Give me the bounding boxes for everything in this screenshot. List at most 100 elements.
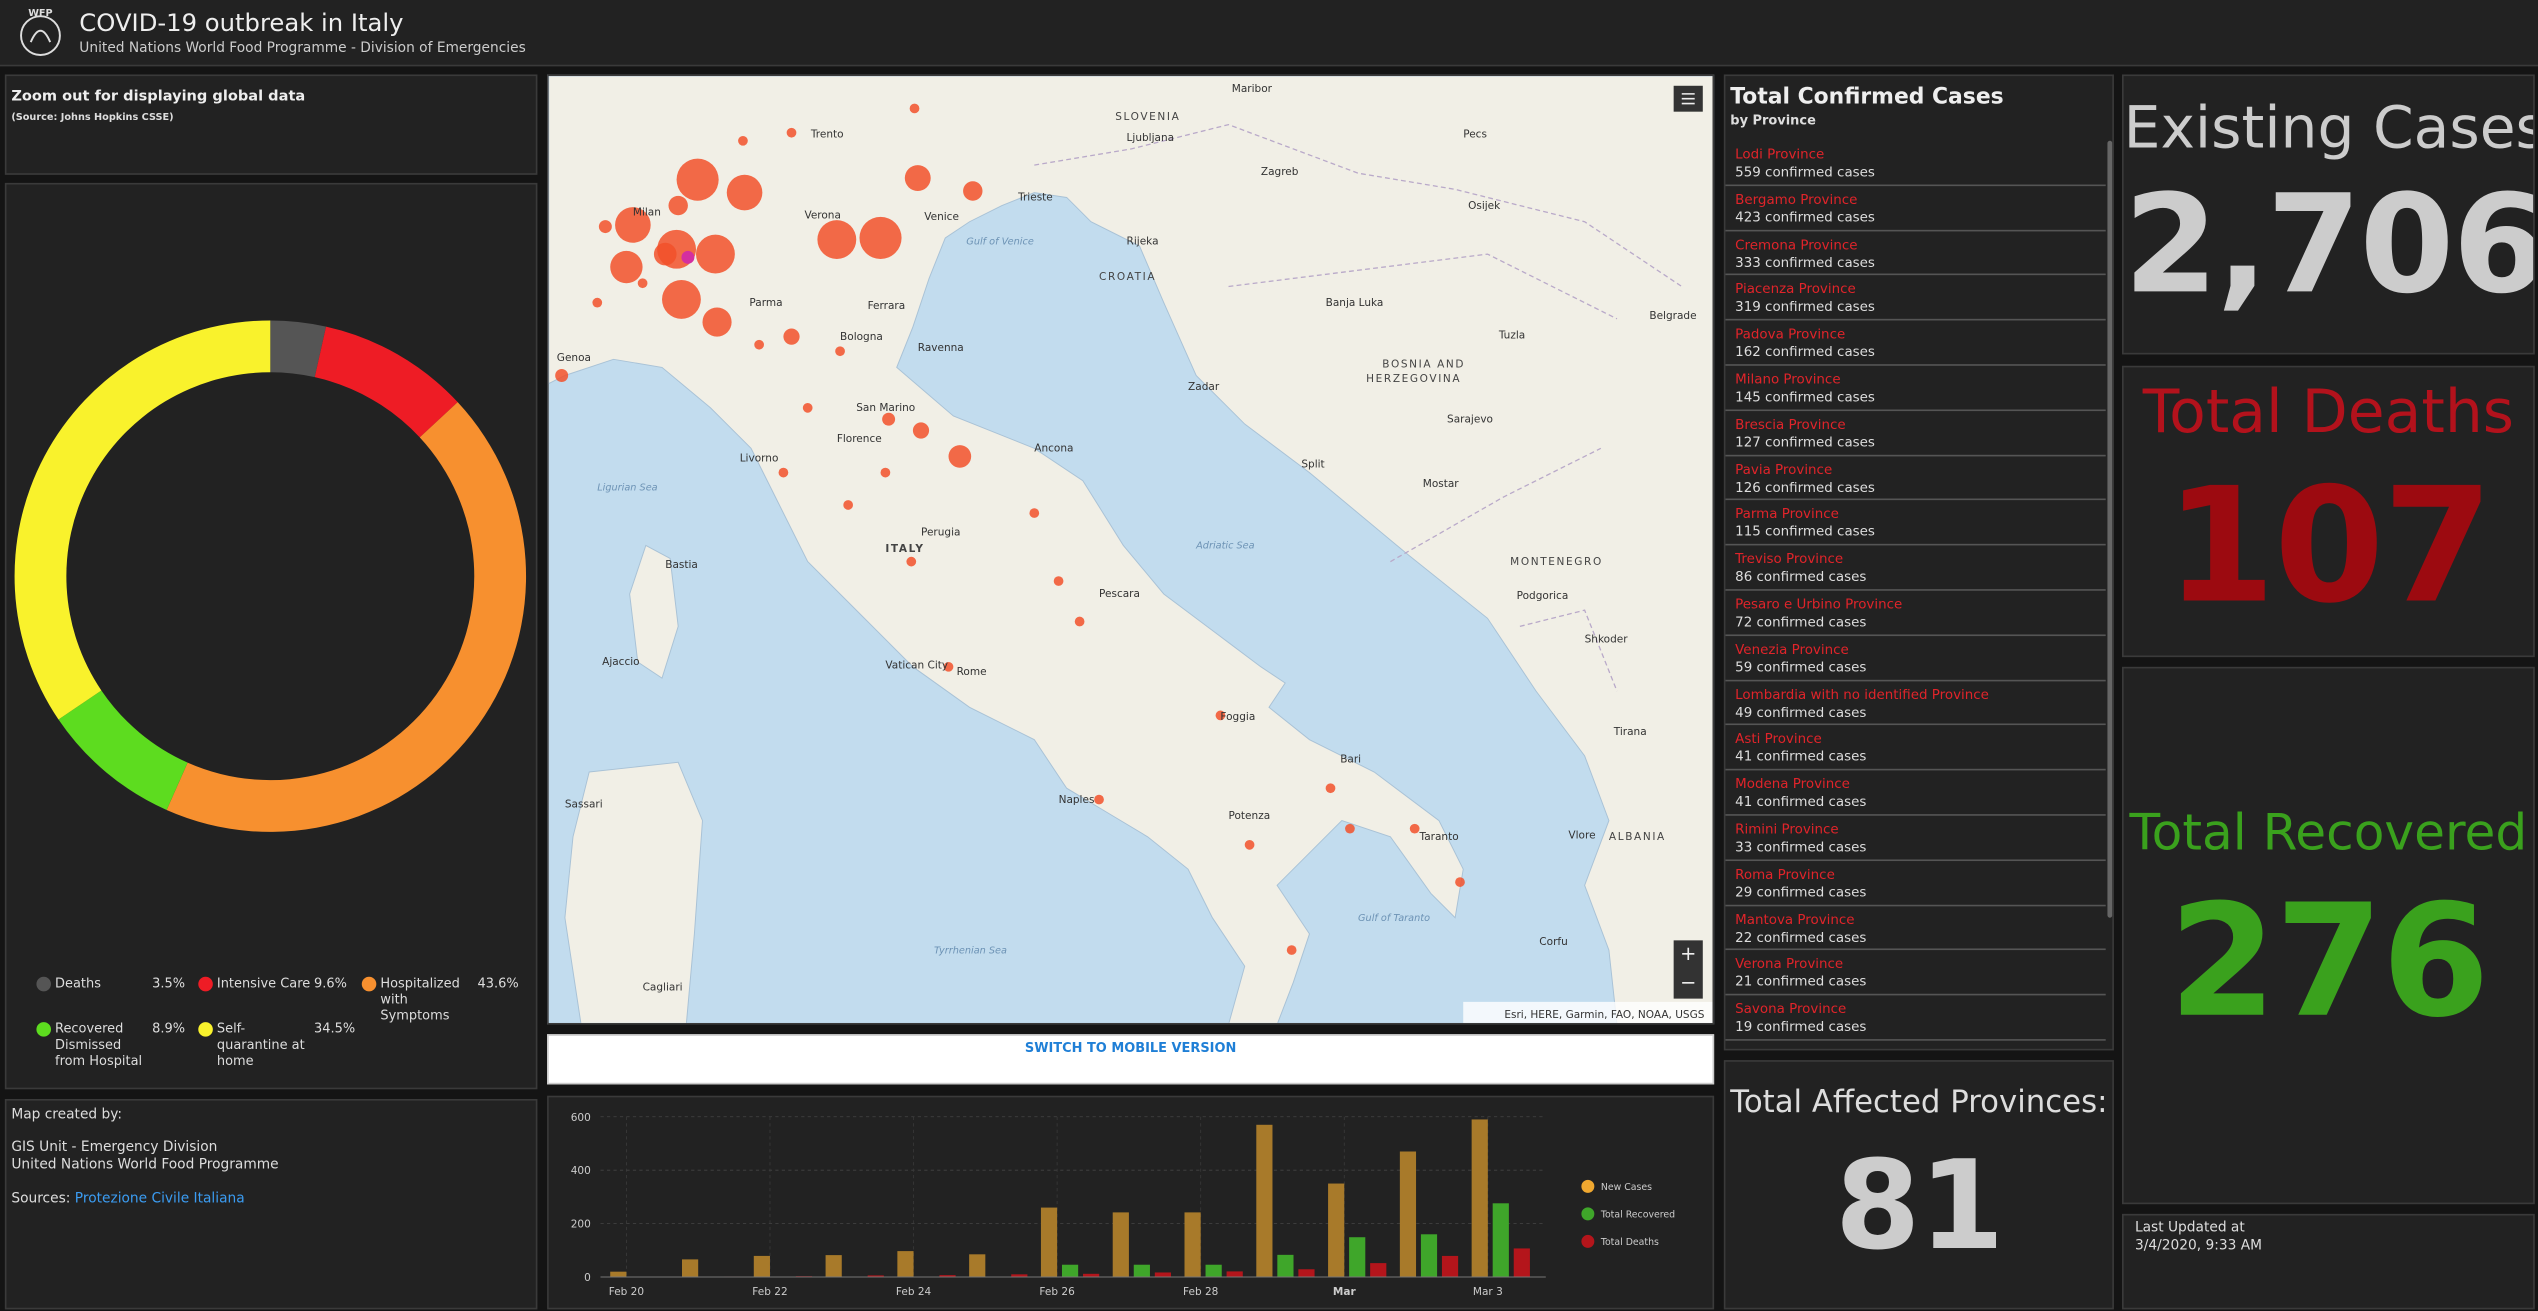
province-count: 41 confirmed cases [1735,793,1867,810]
map[interactable]: SLOVENIA Ljubljana CROATIA Zagreb BOSNIA… [548,76,1714,1024]
province-count: 21 confirmed cases [1735,973,1867,990]
map-label: Corfu [1539,936,1567,948]
y-tick-label: 200 [571,1219,591,1231]
province-item[interactable]: Parma Province 115 confirmed cases [1725,501,2106,546]
province-item[interactable]: Rimini Province 33 confirmed cases [1725,816,2106,861]
bar [1277,1254,1294,1278]
donut-slice [314,326,458,438]
scrollbar[interactable] [2107,140,2113,918]
map-label: San Marino [856,402,915,414]
list-title: Total Confirmed Cases [1730,84,2004,111]
province-item[interactable]: Padova Province 162 confirmed cases [1725,321,2106,366]
legend-swatch [36,1022,51,1037]
province-item[interactable]: Venezia Province 59 confirmed cases [1725,636,2106,681]
map-label: Zagreb [1261,166,1299,178]
province-item[interactable]: Treviso Province 86 confirmed cases [1725,546,2106,591]
bar [1298,1269,1315,1278]
province-name: Modena Province [1735,775,1850,792]
map-label: Zadar [1188,381,1220,393]
province-item[interactable]: Roma Province 29 confirmed cases [1725,861,2106,906]
province-item[interactable]: Lodi Province 559 confirmed cases [1725,141,2106,186]
deaths-panel: Total Deaths 107 [2122,365,2535,658]
map-label: Mostar [1423,478,1460,490]
map-label: Bastia [665,559,698,571]
map-label: Maribor [1232,83,1273,95]
list-subtitle: by Province [1730,113,1816,128]
attribution-bg [1463,1001,1713,1023]
province-item[interactable]: Piacenza Province 319 confirmed cases [1725,276,2106,321]
province-count: 559 confirmed cases [1735,163,1875,180]
province-item[interactable]: Cremona Province 333 confirmed cases [1725,231,2106,276]
province-name: Pavia Province [1735,460,1833,477]
map-label: Gulf of Taranto [1358,913,1430,924]
recovered-panel: Total Recovered 276 [2122,666,2535,1205]
map-label: Milan [633,206,661,218]
map-panel[interactable]: SLOVENIA Ljubljana CROATIA Zagreb BOSNIA… [547,74,1715,1025]
mobile-button[interactable]: SWITCH TO MOBILE VERSION [1024,1040,1237,1056]
border [1034,123,1683,692]
bar-panel: 0 200 400 600 Feb 20 Feb 22 Feb 24 Feb 26 Feb 28… [547,1095,1715,1310]
map-label: HERZEGOVINA [1366,373,1461,385]
legend-value: 3.5% [152,975,186,991]
map-label: Osijek [1468,200,1501,212]
legend-label: New Cases [1601,1182,1652,1193]
province-item[interactable]: Savona Province 19 confirmed cases [1725,996,2106,1041]
map-label: Florence [837,433,882,445]
province-item[interactable]: Asti Province 41 confirmed cases [1725,726,2106,771]
province-count: 423 confirmed cases [1735,208,1875,225]
logo-text: WFP [28,8,52,19]
province-name: Savona Province [1735,1000,1847,1017]
province-count: 86 confirmed cases [1735,568,1867,585]
map-label: Vlore [1568,829,1595,841]
bar [1011,1274,1028,1278]
province-name: Cremona Province [1735,235,1858,252]
map-label: Adriatic Sea [1195,541,1254,552]
map-label: Genoa [557,352,591,364]
legend-label: Recovered Dismissed from Hospital [55,1021,143,1069]
bar [969,1254,986,1278]
x-tick-label: Mar [1333,1286,1357,1298]
indicator-label: Total Deaths [2142,377,2514,447]
credits-label: Map created by: [11,1107,123,1124]
zoom-out[interactable]: − [1680,971,1696,994]
legend-value: 8.9% [152,1021,186,1036]
sources-link[interactable]: Protezione Civile Italiana [74,1191,245,1208]
map-label: Naples [1059,794,1095,806]
province-panel: Total Confirmed Cases by Province Lodi P… [1723,74,2114,1051]
existing-panel: Existing Cases 2,706 [2122,74,2535,355]
province-item[interactable]: Modena Province 41 confirmed cases [1725,771,2106,816]
header: WFP COVID-19 outbreak in Italy United Na… [0,0,2538,67]
province-item[interactable]: Verona Province 21 confirmed cases [1725,951,2106,996]
province-list[interactable]: Lodi Province 559 confirmed cases Bergamo … [1725,141,2106,1049]
map-label: Parma [749,297,782,309]
map-label: Venice [924,211,959,223]
zoom-in[interactable]: + [1680,942,1696,965]
donut-chart [14,320,527,1037]
province-item[interactable]: Pesaro e Urbino Province 72 confirmed cas… [1725,591,2106,636]
map-label: Tuzla [1498,329,1525,341]
map-label: Pecs [1463,129,1487,141]
map-label: CROATIA [1099,271,1156,283]
province-item[interactable]: Mantova Province 22 confirmed cases [1725,906,2106,951]
indicator-value: 81 [1834,1132,2005,1278]
zoom-control[interactable] [1673,940,1703,999]
province-count: 127 confirmed cases [1735,433,1875,450]
province-item[interactable]: Milano Province 145 confirmed cases [1725,366,2106,411]
province-name: Rimini Province [1735,820,1839,837]
bar [1471,1119,1488,1278]
map-label: ALBANIA [1609,831,1666,843]
province-item[interactable]: Bergamo Province 423 confirmed cases [1725,186,2106,231]
province-item[interactable]: Brescia Province 127 confirmed cases [1725,411,2106,456]
province-count: 319 confirmed cases [1735,298,1875,315]
legend-swatch [361,976,377,992]
map-label: Taranto [1419,831,1459,843]
province-item[interactable]: Pavia Province 126 confirmed cases [1725,456,2106,501]
bar [867,1275,884,1278]
donut-slice [58,690,188,810]
map-label: Ferrara [868,300,906,312]
province-item[interactable]: Lombardia with no identified Province 49 … [1725,681,2106,726]
map-label: Tirana [1613,726,1647,738]
donut-slice [14,320,271,720]
map-label: Perugia [921,527,960,539]
